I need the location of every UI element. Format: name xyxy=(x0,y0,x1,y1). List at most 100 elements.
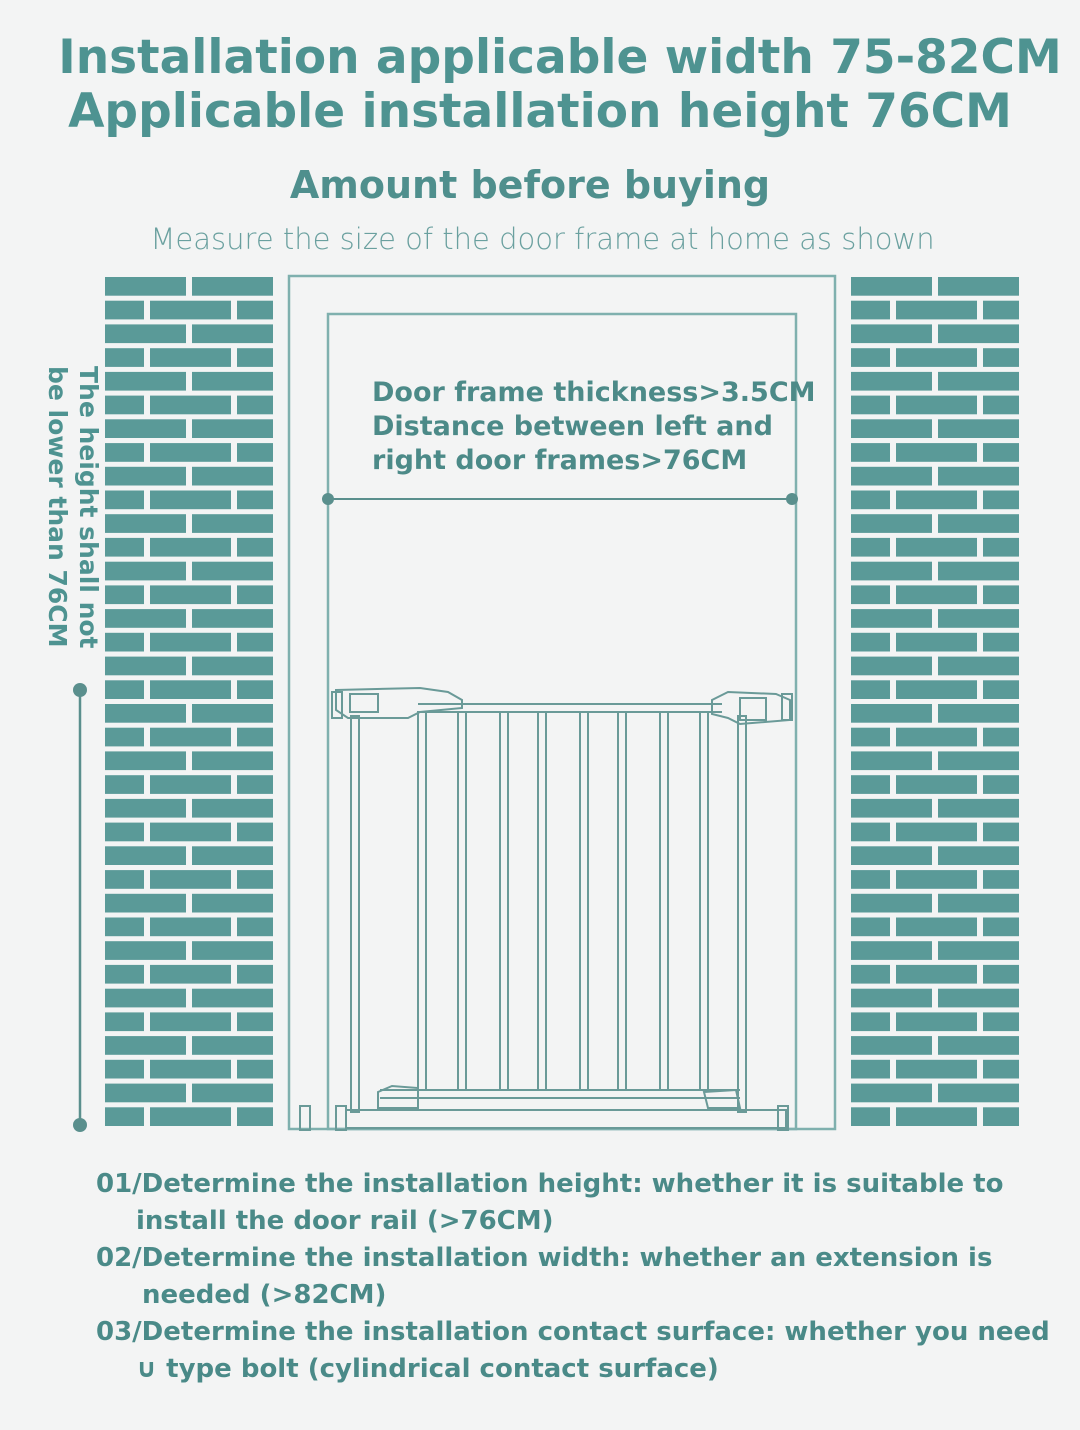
frame-note-line3: right door frames>76CM xyxy=(372,445,748,476)
gate-bottom-latch-left xyxy=(377,1084,419,1109)
brick xyxy=(851,798,932,818)
frame-note-line2: Distance between left and xyxy=(372,411,773,442)
gate-bar xyxy=(537,711,547,1091)
brick xyxy=(851,846,932,865)
brick xyxy=(851,917,890,937)
brick xyxy=(938,514,1019,533)
pressure-knob-top-left xyxy=(331,691,343,719)
brick xyxy=(105,324,186,344)
brick xyxy=(192,893,273,913)
brick xyxy=(105,443,144,462)
brick xyxy=(938,846,1019,865)
frame-note-line1: Door frame thickness>3.5CM xyxy=(372,377,816,408)
brick xyxy=(237,1012,273,1032)
brick xyxy=(851,656,932,676)
brick xyxy=(851,1059,890,1079)
brick xyxy=(983,680,1019,699)
brick xyxy=(851,704,932,723)
brick xyxy=(983,348,1019,367)
brick xyxy=(851,514,932,533)
brick xyxy=(983,443,1019,462)
brick xyxy=(983,917,1019,937)
brick xyxy=(192,466,273,486)
brick xyxy=(983,870,1019,889)
brick xyxy=(983,300,1019,320)
brick xyxy=(851,585,890,605)
brick xyxy=(896,1012,977,1032)
height-note-line2: be lower than 76CM xyxy=(43,366,72,648)
brick xyxy=(105,348,144,367)
brick xyxy=(237,1059,273,1079)
brick xyxy=(938,656,1019,676)
gate-bar xyxy=(417,711,427,1091)
brick xyxy=(105,300,144,320)
brick xyxy=(851,1083,932,1103)
brick xyxy=(237,632,273,652)
brick xyxy=(105,609,186,628)
brick xyxy=(105,727,144,747)
brick xyxy=(105,870,144,889)
brick xyxy=(938,751,1019,771)
brick xyxy=(851,870,890,889)
brick xyxy=(938,609,1019,628)
brick xyxy=(105,893,186,913)
brick xyxy=(150,1059,231,1079)
brick xyxy=(983,1107,1019,1126)
brick xyxy=(851,300,890,320)
gate-right-post xyxy=(737,715,747,1113)
brick xyxy=(105,490,144,510)
brick xyxy=(150,1107,231,1126)
brick xyxy=(851,466,932,486)
brick xyxy=(237,443,273,462)
brick xyxy=(150,775,231,794)
height-note: The height shall not be lower than 76CM xyxy=(36,366,104,649)
step-01: 01/Determine the installation height: wh… xyxy=(96,1166,1056,1240)
step-03-line2: ∪ type bolt (cylindrical contact surface… xyxy=(136,1354,719,1384)
brick xyxy=(938,893,1019,913)
gate-bar xyxy=(499,711,509,1091)
brick xyxy=(896,348,977,367)
brick xyxy=(105,775,144,794)
brick xyxy=(938,277,1019,296)
step-01-line1: 01/Determine the installation height: wh… xyxy=(96,1169,1004,1199)
brick xyxy=(896,1107,977,1126)
brick xyxy=(851,277,932,296)
brick xyxy=(105,941,186,960)
brick xyxy=(896,1059,977,1079)
brick xyxy=(192,561,273,581)
brick xyxy=(105,514,186,533)
title-height: Applicable installation height 76CM xyxy=(68,84,1012,139)
brick xyxy=(150,443,231,462)
gate-bottom-latch-right xyxy=(702,1088,742,1109)
brick xyxy=(192,514,273,533)
step-01-line2: install the door rail (>76CM) xyxy=(136,1206,554,1236)
brick xyxy=(105,561,186,581)
brick xyxy=(851,988,932,1008)
brick xyxy=(192,846,273,865)
brick xyxy=(896,680,977,699)
subtitle: Amount before buying xyxy=(289,163,771,207)
brick xyxy=(851,941,932,960)
gate-bar xyxy=(457,711,467,1091)
brick xyxy=(851,727,890,747)
brick xyxy=(851,680,890,699)
door-frame-note: Door frame thickness>3.5CM Distance betw… xyxy=(372,376,816,478)
brick xyxy=(896,964,977,984)
brick xyxy=(105,1036,186,1055)
brick xyxy=(237,775,273,794)
brick xyxy=(150,395,231,415)
height-note-line1: The height shall not xyxy=(74,366,103,649)
pressure-knob-bottom-left xyxy=(299,1105,311,1131)
brick xyxy=(896,632,977,652)
gate-bar xyxy=(699,711,709,1091)
installation-steps: 01/Determine the installation height: wh… xyxy=(96,1166,1056,1388)
gate-bar xyxy=(659,711,669,1091)
brick xyxy=(896,537,977,557)
step-02-line2: needed (>82CM) xyxy=(142,1280,387,1310)
brick xyxy=(938,941,1019,960)
brick xyxy=(983,822,1019,842)
brick xyxy=(938,561,1019,581)
height-measure-dot-bottom xyxy=(73,1118,87,1132)
brick xyxy=(983,585,1019,605)
brick xyxy=(105,585,144,605)
